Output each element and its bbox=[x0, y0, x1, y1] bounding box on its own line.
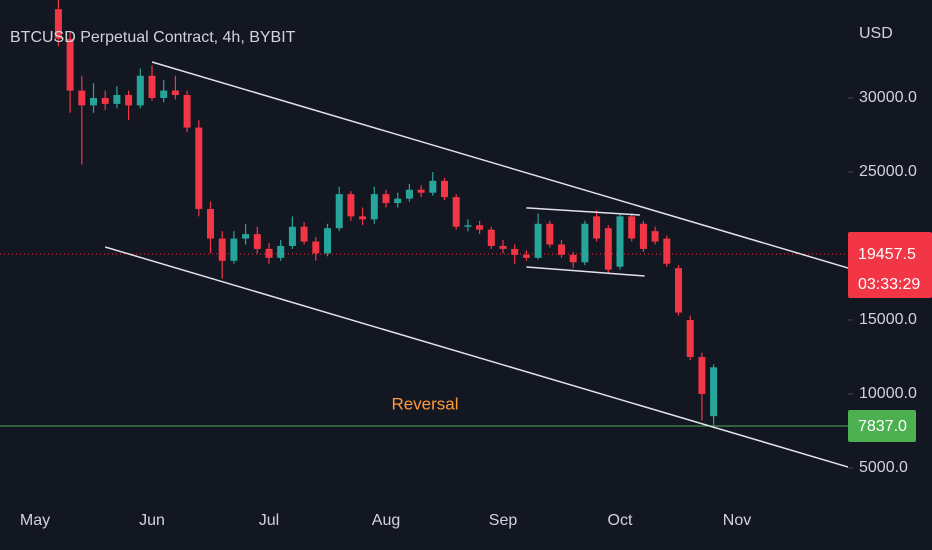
trend-line bbox=[104, 246, 848, 468]
candle-body bbox=[54, 9, 62, 39]
candle-body bbox=[511, 248, 519, 255]
x-tick-label: Jul bbox=[259, 512, 279, 529]
candle-body bbox=[464, 225, 472, 227]
candle-body bbox=[324, 228, 331, 254]
candle-body bbox=[417, 189, 425, 193]
candle-body bbox=[207, 208, 214, 239]
candle-body bbox=[183, 95, 191, 128]
candle-body bbox=[160, 90, 168, 98]
annotation: Reversal bbox=[391, 394, 458, 413]
candle-body bbox=[604, 228, 612, 270]
candle-body bbox=[136, 75, 144, 106]
y-tick-label: 15000.0 bbox=[859, 311, 917, 328]
x-tick-label: Sep bbox=[489, 512, 518, 529]
countdown-label: 03:33:29 bbox=[858, 276, 920, 293]
trend-line bbox=[151, 61, 848, 269]
candle-body bbox=[675, 268, 682, 313]
candle-body bbox=[441, 180, 448, 198]
candle-body bbox=[288, 226, 296, 246]
level-box bbox=[848, 409, 916, 442]
candle-body bbox=[639, 223, 647, 249]
candle-body bbox=[569, 254, 577, 263]
candle-body bbox=[558, 244, 565, 255]
candle-body bbox=[195, 127, 203, 209]
x-tick-label: Oct bbox=[608, 512, 633, 529]
x-tick-label: May bbox=[20, 512, 50, 529]
candle-body bbox=[686, 319, 694, 357]
level-label: 7837.0 bbox=[858, 418, 907, 435]
y-tick-label: 25000.0 bbox=[859, 163, 917, 180]
candle-body bbox=[359, 216, 367, 220]
candle-body bbox=[581, 223, 589, 263]
y-tick-label: 30000.0 bbox=[859, 89, 917, 106]
y-tick-label: 5000.0 bbox=[859, 459, 908, 476]
current-price-box bbox=[848, 231, 932, 298]
candle-body bbox=[429, 180, 437, 193]
y-unit: USD bbox=[859, 25, 893, 42]
candle-body bbox=[616, 216, 624, 267]
candle-body bbox=[382, 194, 390, 204]
candle-body bbox=[394, 198, 402, 204]
candle-body bbox=[663, 238, 671, 264]
candle-body bbox=[335, 194, 343, 229]
candle-body bbox=[370, 194, 378, 220]
candle-body bbox=[113, 95, 121, 104]
candle-body bbox=[487, 229, 495, 246]
trend-line bbox=[526, 207, 640, 216]
x-tick-label: Aug bbox=[372, 512, 400, 529]
candle-body bbox=[78, 90, 86, 106]
candle-body bbox=[452, 197, 460, 227]
candle-body bbox=[253, 234, 261, 249]
candle-body bbox=[546, 223, 554, 245]
candle-body bbox=[710, 367, 718, 417]
candle-body bbox=[125, 95, 133, 106]
candle-body bbox=[171, 90, 179, 96]
candle-body bbox=[405, 189, 413, 199]
x-tick-label: Nov bbox=[723, 512, 751, 529]
candle-body bbox=[265, 248, 273, 258]
candle-body bbox=[593, 216, 601, 239]
candle-body bbox=[347, 194, 355, 217]
y-tick-label: 10000.0 bbox=[859, 385, 917, 402]
candle-body bbox=[534, 223, 542, 258]
candle-body bbox=[698, 356, 706, 394]
candle-body bbox=[277, 245, 285, 258]
candle-body bbox=[90, 97, 97, 106]
candle-body bbox=[66, 38, 74, 91]
plot-area bbox=[0, 0, 848, 468]
candle-body bbox=[148, 75, 156, 98]
candle-body bbox=[628, 216, 636, 239]
candle-body bbox=[651, 231, 659, 242]
candle-body bbox=[242, 234, 250, 239]
candle-body bbox=[101, 97, 109, 104]
candle-body bbox=[312, 241, 320, 254]
candle-body bbox=[499, 245, 507, 249]
chart-title: BTCUSD Perpetual Contract, 4h, BYBIT bbox=[10, 29, 296, 46]
current-price-label: 19457.5 bbox=[858, 246, 916, 263]
x-tick-label: Jun bbox=[139, 512, 165, 529]
trend-line bbox=[526, 266, 645, 277]
candle-body bbox=[300, 226, 308, 242]
candle-body bbox=[230, 238, 238, 261]
candle-body bbox=[218, 238, 226, 261]
candle-body bbox=[476, 225, 484, 230]
candle-body bbox=[522, 254, 530, 258]
